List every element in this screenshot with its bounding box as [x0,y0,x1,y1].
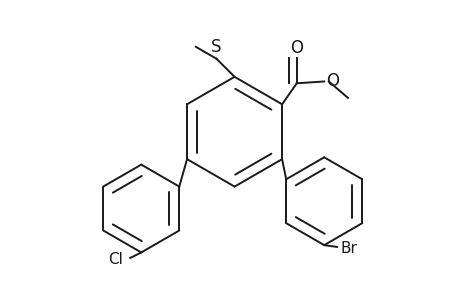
Text: Cl: Cl [108,252,123,267]
Text: O: O [325,73,338,91]
Text: S: S [211,38,221,56]
Text: O: O [290,39,302,57]
Text: Br: Br [340,241,357,256]
